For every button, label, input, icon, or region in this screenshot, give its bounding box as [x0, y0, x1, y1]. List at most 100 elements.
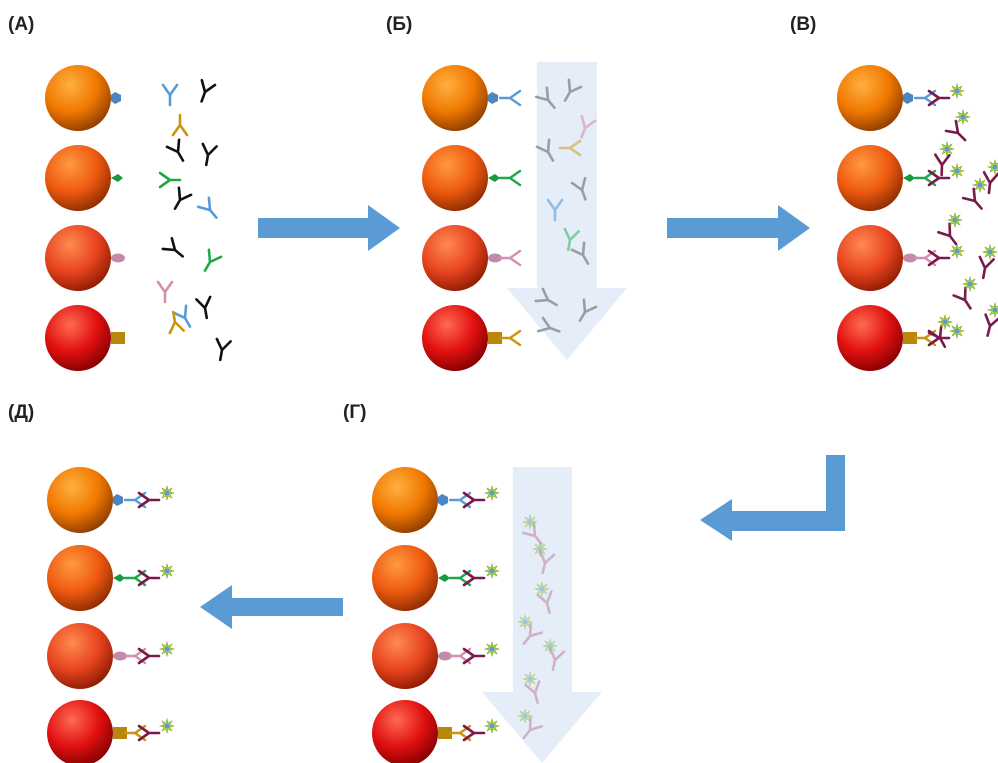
- flow-arrows: [200, 205, 845, 629]
- antigen: [111, 174, 123, 182]
- bead: [837, 145, 903, 211]
- antibody-shape: [195, 295, 212, 320]
- antigen: [111, 253, 125, 263]
- antibody: [944, 119, 967, 142]
- antibody-shape: [563, 227, 580, 252]
- antibody: [123, 569, 147, 587]
- antibody: [137, 569, 161, 587]
- arrow-right: [258, 205, 400, 251]
- wash-arrows: [482, 62, 627, 763]
- antibody: [982, 171, 998, 195]
- antibody: [498, 329, 522, 347]
- bead: [47, 623, 113, 689]
- tag-core: [977, 182, 983, 188]
- antigen: [111, 92, 121, 104]
- antibody-shape: [137, 724, 161, 742]
- bead: [45, 305, 111, 371]
- tag-core: [489, 646, 495, 652]
- antibody-shape: [123, 647, 147, 665]
- antibody: [498, 169, 522, 187]
- label-tag: [533, 580, 551, 598]
- antibody-shape: [534, 287, 558, 307]
- antibody: [137, 491, 161, 509]
- tag-core: [489, 568, 495, 574]
- arrow-turn: [700, 455, 845, 541]
- panel-label: (Г): [343, 402, 366, 423]
- antibody-shape: [570, 241, 590, 265]
- antibody-shape: [539, 550, 556, 575]
- label-tag: [158, 562, 176, 580]
- antibody: [173, 186, 193, 210]
- antibody: [123, 491, 147, 509]
- antibody-shape: [171, 113, 189, 137]
- antibody: [165, 138, 185, 162]
- antibody: [913, 169, 937, 187]
- panel-label: (Д): [8, 402, 34, 423]
- antibody: [913, 249, 937, 267]
- antibody-shape: [536, 590, 553, 615]
- antigen: [903, 92, 913, 104]
- bead: [45, 65, 111, 131]
- antibody-shape: [535, 138, 555, 162]
- antibody-shape: [448, 491, 472, 509]
- antibody-shape: [578, 298, 598, 322]
- antibody-shape: [522, 622, 544, 646]
- antibody-shape: [961, 187, 983, 210]
- antibody-shape: [123, 569, 147, 587]
- antibody: [978, 255, 995, 280]
- antibody-shape: [203, 248, 223, 272]
- antibody-shape: [524, 680, 541, 704]
- tag-core: [952, 217, 958, 223]
- antigen: [488, 92, 498, 104]
- tag-core: [954, 328, 960, 334]
- bead: [837, 305, 903, 371]
- antigen: [903, 332, 917, 344]
- antibody-shape: [462, 569, 486, 587]
- antibody: [534, 287, 558, 307]
- label-tag: [158, 640, 176, 658]
- bead: [372, 467, 438, 533]
- antibody: [548, 647, 566, 672]
- antibody-shape: [158, 171, 182, 189]
- antibody: [448, 491, 472, 509]
- antibody: [168, 310, 185, 335]
- bead: [372, 700, 438, 763]
- antibody: [934, 153, 951, 177]
- antibody: [201, 142, 218, 167]
- antigen: [113, 651, 127, 661]
- label-tag: [531, 540, 549, 558]
- antibody-shape: [913, 249, 937, 267]
- tag-core: [547, 643, 553, 649]
- antibody-shape: [462, 491, 486, 509]
- label-tag: [521, 513, 539, 531]
- antibody-shape: [913, 169, 937, 187]
- label-tag: [483, 562, 501, 580]
- antibody: [952, 286, 972, 310]
- tag-core: [987, 249, 993, 255]
- label-tag: [158, 484, 176, 502]
- antibody: [137, 724, 161, 742]
- antibody-shape: [978, 255, 995, 280]
- antibody: [156, 280, 174, 304]
- antibody: [462, 569, 486, 587]
- antigen: [113, 574, 125, 582]
- bead: [47, 467, 113, 533]
- antibody: [558, 139, 582, 157]
- label-tag: [483, 640, 501, 658]
- antibody-shape: [498, 89, 522, 107]
- antibody: [927, 324, 947, 349]
- antibody: [200, 78, 217, 103]
- antibody: [137, 647, 161, 665]
- antibody: [462, 491, 486, 509]
- bead: [422, 145, 488, 211]
- antibody-shape: [546, 198, 564, 222]
- panel-label: (В): [790, 14, 816, 35]
- antibody: [498, 249, 522, 267]
- antibody-shape: [927, 169, 951, 187]
- bead: [422, 305, 488, 371]
- antibody-shape: [200, 78, 217, 103]
- antibody-shape: [137, 491, 161, 509]
- antibody: [171, 113, 189, 137]
- antibody-shape: [984, 313, 998, 338]
